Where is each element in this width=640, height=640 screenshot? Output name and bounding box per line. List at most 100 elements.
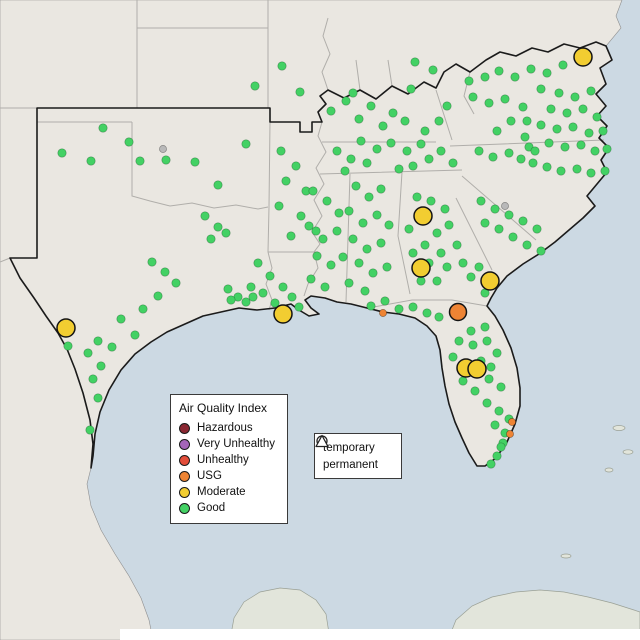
station-marker-good [590, 146, 600, 156]
station-marker-good [241, 139, 251, 149]
station-marker-good [444, 220, 454, 230]
station-marker-good [458, 258, 468, 268]
aqi-item-label: Good [197, 502, 226, 514]
station-marker-good [213, 180, 223, 190]
station-marker-good [312, 251, 322, 261]
station-marker-good [287, 292, 297, 302]
station-marker-good [468, 340, 478, 350]
station-marker-good [436, 146, 446, 156]
station-marker-good [506, 116, 516, 126]
station-marker-good [320, 282, 330, 292]
station-marker-good [57, 148, 67, 158]
station-marker-good [482, 398, 492, 408]
station-marker-good [562, 108, 572, 118]
station-marker-good [434, 116, 444, 126]
station-marker-good [602, 144, 612, 154]
station-marker-good [488, 152, 498, 162]
station-marker-good [420, 126, 430, 136]
station-marker-good [522, 240, 532, 250]
station-marker-good [340, 166, 350, 176]
station-marker-good [500, 94, 510, 104]
station-marker-good [522, 116, 532, 126]
station-marker-good [448, 352, 458, 362]
station-marker-good [107, 342, 117, 352]
station-marker-usg_small [506, 430, 514, 438]
station-marker-good [432, 276, 442, 286]
station-marker-good [346, 154, 356, 164]
station-marker-good [265, 271, 275, 281]
station-marker-good [560, 142, 570, 152]
station-marker-good [496, 442, 506, 452]
station-marker-good [422, 308, 432, 318]
station-marker-good [466, 272, 476, 282]
station-marker-good [311, 226, 321, 236]
station-marker-good [358, 218, 368, 228]
aqi-item-label: USG [197, 470, 222, 482]
station-marker-good [542, 162, 552, 172]
station-marker-good [277, 61, 287, 71]
station-marker-moderate_large [480, 271, 500, 291]
station-marker-good [442, 262, 452, 272]
station-marker-good [442, 101, 452, 111]
station-marker-good [376, 238, 386, 248]
station-marker-good [258, 288, 268, 298]
station-marker-good [200, 211, 210, 221]
station-marker-moderate_large [413, 206, 433, 226]
very-unhealthy-swatch-icon [179, 438, 190, 450]
station-marker-good [344, 206, 354, 216]
station-marker-good [394, 164, 404, 174]
station-marker-good [468, 92, 478, 102]
station-marker-good [510, 72, 520, 82]
good-swatch-icon [179, 502, 190, 514]
station-marker-good [372, 144, 382, 154]
station-marker-good [598, 126, 608, 136]
station-marker-moderate_large [467, 359, 487, 379]
station-marker-good [492, 451, 502, 461]
station-marker-good [161, 155, 171, 165]
station-marker-good [281, 176, 291, 186]
station-marker-good [486, 459, 496, 469]
station-marker-good [296, 211, 306, 221]
station-marker-good [253, 258, 263, 268]
station-marker-good [408, 161, 418, 171]
station-marker-good [364, 192, 374, 202]
station-marker-good [382, 262, 392, 272]
bahamas-island [622, 449, 634, 455]
station-marker-moderate_large [273, 304, 293, 324]
station-marker-good [416, 139, 426, 149]
station-marker-no_data [159, 145, 167, 153]
aqi-item-label: Unhealthy [197, 454, 249, 466]
region-outline [9, 41, 613, 469]
station-marker-good [294, 302, 304, 312]
station-marker-good [384, 220, 394, 230]
attribution-strip [120, 629, 640, 640]
station-marker-good [480, 218, 490, 228]
station-marker-good [332, 146, 342, 156]
marker-type-permanent: permanent [315, 434, 393, 473]
station-marker-good [592, 112, 602, 122]
station-marker-good [326, 260, 336, 270]
marker-type-temporary: temporary [316, 435, 393, 456]
station-marker-moderate_large [411, 258, 431, 278]
station-marker-good [492, 126, 502, 136]
unhealthy-swatch-icon [179, 454, 190, 466]
aqi-item-label: Moderate [197, 486, 246, 498]
station-marker-no_data [501, 202, 509, 210]
station-marker-good [496, 382, 506, 392]
station-marker-good [354, 114, 364, 124]
station-marker-good [360, 286, 370, 296]
station-marker-good [426, 196, 436, 206]
station-marker-good [306, 274, 316, 284]
station-marker-good [452, 240, 462, 250]
station-marker-good [250, 81, 260, 91]
station-marker-good [362, 244, 372, 254]
station-marker-good [147, 257, 157, 267]
station-marker-good [276, 146, 286, 156]
station-marker-good [504, 148, 514, 158]
station-marker-good [464, 76, 474, 86]
station-marker-good [394, 304, 404, 314]
station-marker-good [490, 420, 500, 430]
station-marker-good [171, 278, 181, 288]
station-marker-good [326, 106, 336, 116]
